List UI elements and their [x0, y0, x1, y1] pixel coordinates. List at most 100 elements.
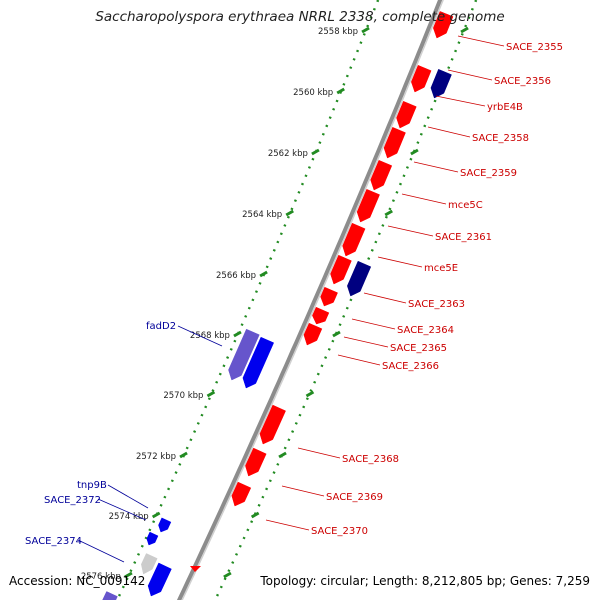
major-tick-right: [278, 451, 287, 459]
genome-title: Saccharopolyspora erythraea NRRL 2338, c…: [95, 9, 505, 25]
major-tick: [179, 451, 188, 459]
forward-gene-arrow: [312, 306, 330, 325]
backbone: [116, 0, 478, 600]
tick-label: 2560 kbp: [293, 88, 333, 98]
tick-label: 2566 kbp: [216, 271, 256, 281]
left-gene-arrow: [242, 336, 275, 389]
forward-gene-arrow: [433, 11, 454, 39]
leader-line: [177, 325, 223, 347]
major-tick: [124, 571, 133, 579]
tick-label: 2576 kbp: [81, 572, 121, 582]
tick-label: 2562 kbp: [268, 149, 308, 159]
leader-line: [377, 256, 423, 268]
major-tick-right: [305, 390, 315, 398]
small-marker: [190, 566, 201, 572]
leader-line: [447, 69, 493, 81]
forward-gene-arrow: [231, 481, 252, 507]
right-tick-track: [214, 0, 478, 600]
major-tick: [336, 87, 345, 95]
left-gene-arrow: [147, 562, 172, 597]
gene-label-right: SACE_2368: [342, 454, 399, 465]
leader-line: [97, 498, 147, 521]
major-tick-right: [460, 26, 469, 34]
major-tick: [259, 270, 268, 278]
left-gene-arrow: [146, 531, 159, 546]
reverse-gene-arrow: [430, 68, 452, 99]
leader-line: [77, 539, 125, 563]
gene-features: [102, 11, 454, 600]
gene-label-left: tnp9B: [77, 480, 107, 491]
major-tick-right: [332, 330, 341, 338]
gene-label-right: SACE_2370: [311, 526, 368, 537]
gene-label-right: SACE_2361: [435, 232, 492, 243]
gene-label-right: SACE_2363: [408, 299, 465, 310]
major-tick: [206, 390, 216, 398]
forward-gene-arrow: [259, 404, 286, 445]
leader-line: [281, 485, 325, 497]
gene-label-right: mce5E: [424, 263, 458, 274]
major-tick: [311, 148, 320, 156]
gene-label-right: SACE_2355: [506, 42, 563, 53]
forward-gene-arrow: [411, 64, 432, 93]
leader-line: [387, 225, 434, 237]
leader-line: [343, 336, 389, 348]
leader-line: [351, 318, 396, 330]
left-tick-track: [116, 0, 380, 600]
reverse-gene-arrow: [347, 260, 372, 297]
leader-line: [107, 484, 149, 509]
left-gene-arrow: [102, 591, 118, 600]
gene-label-right: SACE_2358: [472, 133, 529, 144]
leader-line: [413, 161, 459, 173]
gene-label-left: fadD2: [146, 321, 176, 332]
gene-label-right: SACE_2359: [460, 168, 517, 179]
major-tick-right: [384, 209, 393, 217]
major-tick: [151, 511, 161, 519]
leader-line: [363, 292, 407, 304]
gene-label-left: SACE_2372: [44, 495, 101, 506]
forward-gene-arrow: [370, 159, 393, 191]
left-gene-arrow: [141, 553, 158, 575]
left-gene-arrow: [228, 328, 260, 381]
tick-label: 2564 kbp: [242, 210, 282, 220]
gene-label-right: mce5C: [448, 200, 483, 211]
leader-line: [401, 193, 447, 205]
leader-line: [435, 95, 486, 107]
leader-line: [297, 447, 341, 459]
gene-label-right: SACE_2369: [326, 492, 383, 503]
forward-gene-arrow: [396, 100, 417, 129]
forward-gene-arrow: [303, 322, 323, 346]
major-tick: [285, 209, 294, 217]
major-tick-right: [410, 148, 419, 156]
genome-summary-text: Topology: circular; Length: 8,212,805 bp…: [260, 574, 590, 588]
forward-gene-arrow: [245, 447, 267, 477]
tick-marks: 2558 kbp 2560 kbp 2562 kbp 2564 kbp 2566 kbp…: [81, 26, 469, 582]
tick-label: 2572 kbp: [136, 452, 176, 462]
forward-gene-arrow: [330, 254, 352, 285]
major-tick-right: [223, 571, 232, 579]
major-tick: [233, 330, 242, 338]
leader-line: [427, 126, 471, 138]
forward-gene-arrow: [356, 188, 380, 223]
major-tick-right: [250, 511, 260, 519]
forward-gene-arrow: [320, 286, 338, 307]
gene-label-right: SACE_2356: [494, 76, 551, 87]
leader-line: [457, 35, 505, 47]
tick-label: 2570 kbp: [163, 391, 203, 401]
left-gene-arrow: [158, 517, 172, 533]
leader-line: [265, 519, 310, 531]
gene-label-right: SACE_2365: [390, 343, 447, 354]
gene-label-right: SACE_2364: [397, 325, 454, 336]
tick-label: 2568 kbp: [190, 331, 230, 341]
gene-labels: SACE_2355 SACE_2356 yrbE4B SACE_2358 SACE_23…: [25, 35, 563, 563]
accession-text: Accession: NC_009142: [9, 574, 146, 588]
gene-label-right: SACE_2366: [382, 361, 439, 372]
forward-gene-arrow: [383, 126, 406, 159]
major-tick: [361, 26, 370, 34]
tick-label: 2558 kbp: [318, 27, 358, 37]
gene-label-right: yrbE4B: [487, 102, 523, 113]
backbone-line: [176, 0, 443, 600]
tick-label: 2574 kbp: [109, 512, 149, 522]
leader-line: [337, 354, 381, 366]
gene-label-left: SACE_2374: [25, 536, 82, 547]
